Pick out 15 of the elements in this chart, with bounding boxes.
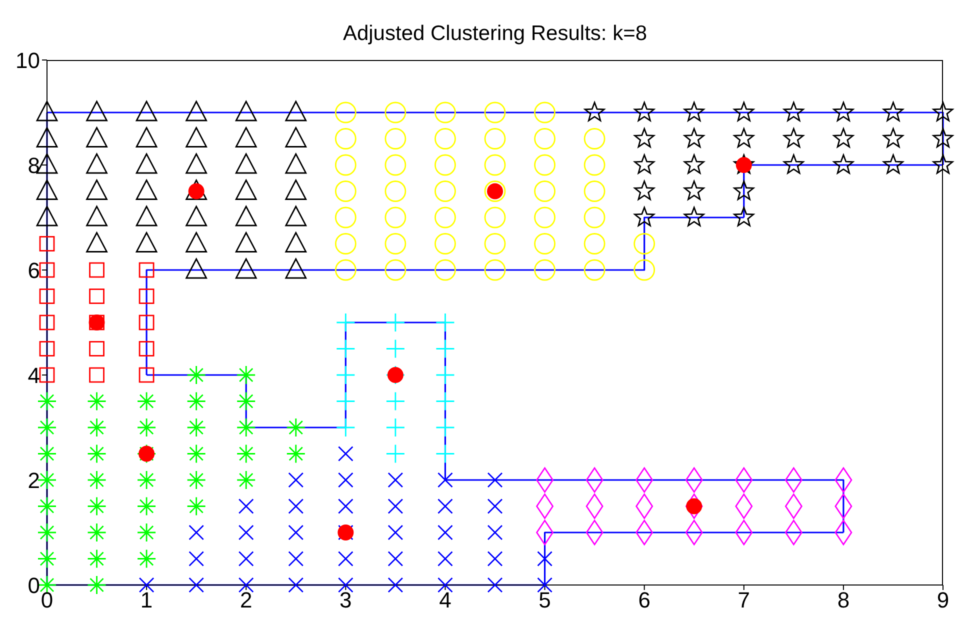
y-tick-label: 6 xyxy=(28,258,40,283)
x-tick-label: 1 xyxy=(140,588,153,613)
x-tick-label: 7 xyxy=(738,588,750,613)
x-tick-label: 4 xyxy=(439,588,452,613)
y-tick-label: 10 xyxy=(16,48,40,73)
x-tick-label: 6 xyxy=(638,588,650,613)
x-tick-label: 3 xyxy=(340,588,352,613)
y-tick-label: 2 xyxy=(28,468,40,493)
x-tick-label: 8 xyxy=(837,588,850,613)
y-tick-label: 4 xyxy=(28,362,40,388)
x-tick-label: 5 xyxy=(538,588,551,613)
x-tick-label: 9 xyxy=(936,588,950,613)
y-tick-label: 8 xyxy=(28,152,40,178)
x-tick-label: 2 xyxy=(240,588,252,613)
chart-title: Adjusted Clustering Results: k=8 xyxy=(342,22,648,46)
